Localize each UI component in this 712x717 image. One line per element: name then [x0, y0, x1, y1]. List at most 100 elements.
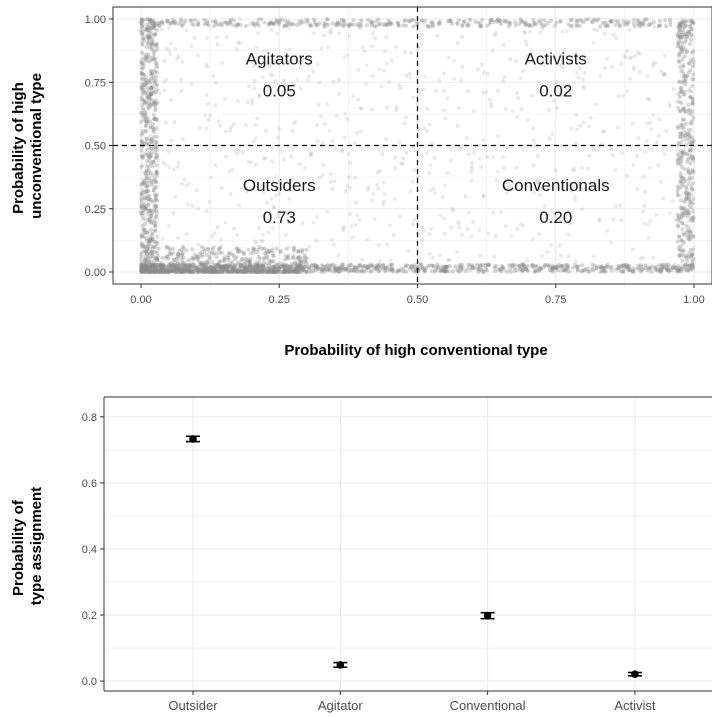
- scatter-point: [162, 264, 167, 269]
- scatter-point: [687, 61, 692, 66]
- scatter-point: [253, 263, 258, 267]
- scatter-point: [160, 266, 165, 271]
- scatter-point: [658, 263, 663, 268]
- scatter-point: [521, 262, 526, 267]
- scatter-point: [580, 207, 584, 212]
- scatter-point: [233, 263, 238, 268]
- quadrant-name: Outsiders: [243, 176, 316, 195]
- scatter-point: [217, 246, 222, 251]
- scatter-point: [143, 267, 148, 272]
- scatter-x-tick-label: 0.25: [269, 294, 290, 306]
- scatter-point: [292, 268, 297, 273]
- scatter-point: [679, 131, 683, 136]
- scatter-point: [223, 220, 228, 225]
- scatter-point: [226, 263, 231, 268]
- scatter-point: [144, 55, 149, 60]
- scatter-point: [208, 175, 213, 180]
- scatter-point: [465, 227, 470, 232]
- scatter-point: [627, 76, 632, 81]
- scatter-point: [200, 269, 205, 274]
- scatter-point: [565, 262, 569, 267]
- scatter-point: [307, 265, 312, 270]
- scatter-point: [155, 267, 160, 272]
- scatter-point: [370, 44, 374, 49]
- scatter-point: [337, 264, 342, 269]
- scatter-point: [539, 267, 544, 272]
- scatter-point: [344, 266, 349, 271]
- scatter-point: [690, 252, 695, 257]
- scatter-point: [295, 265, 300, 270]
- scatter-point: [420, 264, 425, 269]
- scatter-point: [297, 259, 302, 264]
- scatter-point: [157, 263, 162, 268]
- scatter-point: [270, 264, 275, 269]
- quadrant-share: 0.05: [263, 81, 296, 100]
- scatter-point: [187, 264, 192, 269]
- scatter-point: [141, 52, 146, 56]
- scatter-point: [229, 264, 234, 269]
- scatter-point: [184, 268, 189, 273]
- scatter-point: [404, 73, 409, 78]
- scatter-point: [631, 269, 635, 274]
- scatter-point: [649, 269, 654, 274]
- scatter-point: [217, 266, 222, 271]
- scatter-point: [260, 263, 265, 268]
- scatter-point: [438, 20, 443, 25]
- scatter-point: [620, 151, 625, 156]
- scatter-point: [645, 222, 650, 227]
- scatter-point: [372, 36, 377, 41]
- scatter-point: [374, 266, 379, 271]
- scatter-point: [518, 267, 523, 272]
- scatter-point: [253, 162, 258, 167]
- scatter-point: [581, 120, 586, 125]
- scatter-point: [690, 95, 695, 100]
- scatter-point: [241, 150, 245, 155]
- scatter-point: [269, 268, 274, 273]
- scatter-point: [184, 232, 189, 237]
- scatter-point: [622, 266, 627, 271]
- scatter-point: [197, 270, 202, 274]
- scatter-point: [452, 76, 457, 81]
- scatter-point: [647, 97, 652, 102]
- scatter-point: [270, 159, 275, 164]
- scatter-point: [260, 263, 265, 268]
- scatter-point: [605, 265, 610, 270]
- scatter-point: [181, 265, 186, 270]
- scatter-point: [180, 59, 185, 64]
- scatter-point: [169, 268, 174, 273]
- scatter-point: [459, 146, 464, 151]
- scatter-point: [466, 210, 471, 215]
- scatter-point: [428, 162, 433, 167]
- scatter-point: [549, 18, 554, 23]
- scatter-point: [546, 264, 551, 269]
- scatter-point: [174, 269, 178, 274]
- scatter-point: [574, 127, 579, 132]
- scatter-point: [143, 267, 148, 272]
- scatter-point: [296, 266, 301, 271]
- scatter-point: [185, 266, 190, 271]
- scatter-point: [527, 29, 532, 34]
- scatter-point: [348, 263, 353, 268]
- scatter-point: [144, 168, 149, 173]
- scatter-point: [691, 196, 696, 201]
- scatter-point: [237, 246, 242, 251]
- scatter-point: [237, 203, 241, 208]
- scatter-point: [679, 175, 684, 180]
- scatter-point: [161, 262, 166, 267]
- scatter-point: [422, 126, 427, 131]
- scatter-point: [411, 24, 416, 29]
- scatter-point: [646, 265, 651, 270]
- scatter-point: [655, 264, 660, 269]
- scatter-point: [635, 18, 640, 23]
- scatter-point: [635, 187, 640, 192]
- scatter-point: [174, 263, 179, 268]
- scatter-point: [688, 200, 693, 205]
- scatter-point: [347, 175, 352, 179]
- scatter-point: [480, 263, 485, 268]
- scatter-point: [155, 70, 160, 75]
- scatter-point: [171, 211, 176, 216]
- scatter-point: [265, 270, 270, 274]
- scatter-point: [309, 152, 314, 157]
- scatter-point: [466, 89, 471, 94]
- scatter-point: [267, 263, 272, 268]
